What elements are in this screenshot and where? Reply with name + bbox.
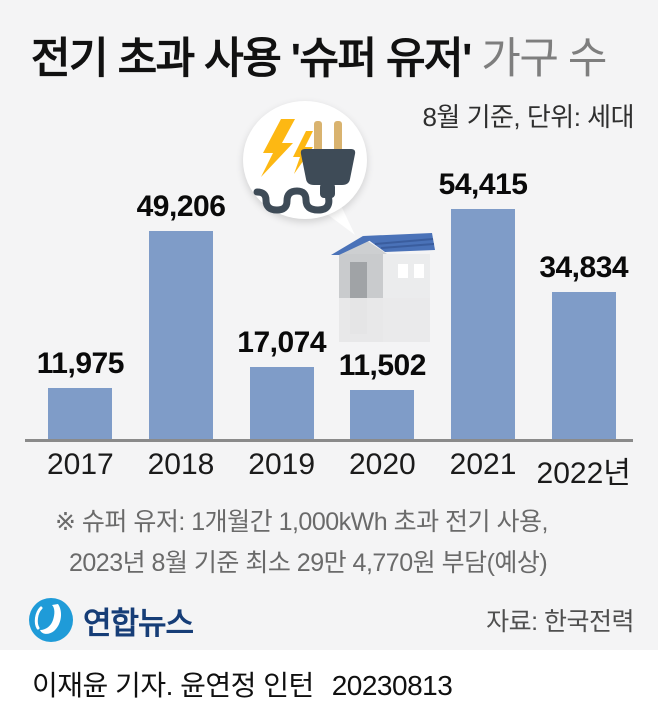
bar-value-label: 11,502 (338, 349, 427, 382)
yonhap-logo-icon (29, 598, 73, 642)
speech-bubble (243, 101, 367, 235)
x-label-2020: 2020 (348, 448, 416, 481)
bar-slot-2017: 11,975 (30, 160, 131, 439)
electric-plug-icon (253, 119, 356, 214)
footer: 이재윤 기자. 윤연정 인턴 20230813 (0, 650, 658, 711)
brand-row: 연합뉴스 자료: 한국전력 (28, 596, 634, 644)
x-axis-labels: 2017 2018 2019 2020 2021 2022년 (30, 448, 634, 492)
footnote-line-1: ※ 슈퍼 유저: 1개월간 1,000kWh 초과 전기 사용, (55, 508, 548, 536)
chart-subtitle: 8월 기준, 단위: 세대 (422, 102, 634, 132)
bar-2017 (48, 388, 113, 439)
bar-chart: 11,975 49,206 17,074 11,502 54,415 34,834 (30, 160, 634, 439)
x-label-2017: 2017 (46, 448, 114, 481)
yonhap-logo-text: 연합뉴스 (83, 605, 194, 641)
page-title-suffix: 가구 수 (470, 35, 607, 83)
bar-value-label: 34,834 (539, 251, 629, 284)
bar-slot-2021: 54,415 (433, 160, 534, 439)
yonhap-logo: 연합뉴스 (28, 597, 194, 643)
bar-value-label: 49,206 (136, 190, 226, 223)
x-label-2022: 2022년 (536, 457, 631, 490)
bar-slot-2018: 49,206 (131, 160, 232, 439)
byline: 이재윤 기자. 윤연정 인턴 (32, 670, 314, 701)
x-label-2018: 2018 (147, 448, 215, 481)
bar-2020 (350, 390, 415, 439)
bar-value-label: 17,074 (237, 326, 327, 359)
footnote: ※ 슈퍼 유저: 1개월간 1,000kWh 초과 전기 사용, 2023년 8… (55, 502, 548, 584)
bar-2021 (451, 209, 516, 439)
footnote-line-2: 2023년 8월 기준 최소 29만 4,770원 부담(예상) (69, 549, 548, 577)
bar-value-label: 54,415 (438, 168, 528, 201)
house-icon (331, 233, 435, 342)
infographic-card: 전기 초과 사용 '슈퍼 유저' 가구 수 8월 기준, 단위: 세대 11,9… (0, 0, 658, 650)
bar-2022 (551, 292, 616, 439)
page-title-main: 전기 초과 사용 '슈퍼 유저' (31, 35, 472, 83)
byline-date: 20230813 (331, 670, 453, 701)
bar-slot-2022: 34,834 (533, 160, 634, 439)
bar-value-label: 11,975 (36, 347, 125, 380)
data-source: 자료: 한국전력 (486, 608, 634, 636)
bar-slot-2020: 11,502 (332, 160, 433, 439)
x-label-2019: 2019 (248, 448, 316, 481)
bar-slot-2019: 17,074 (231, 160, 332, 439)
bar-2019 (249, 367, 314, 439)
bar-2018 (149, 231, 213, 439)
x-axis-line (25, 439, 633, 442)
x-label-2021: 2021 (449, 448, 517, 481)
page-title: 전기 초과 사용 '슈퍼 유저' 가구 수 (31, 24, 643, 86)
byline-row: 이재윤 기자. 윤연정 인턴 20230813 (32, 664, 453, 704)
